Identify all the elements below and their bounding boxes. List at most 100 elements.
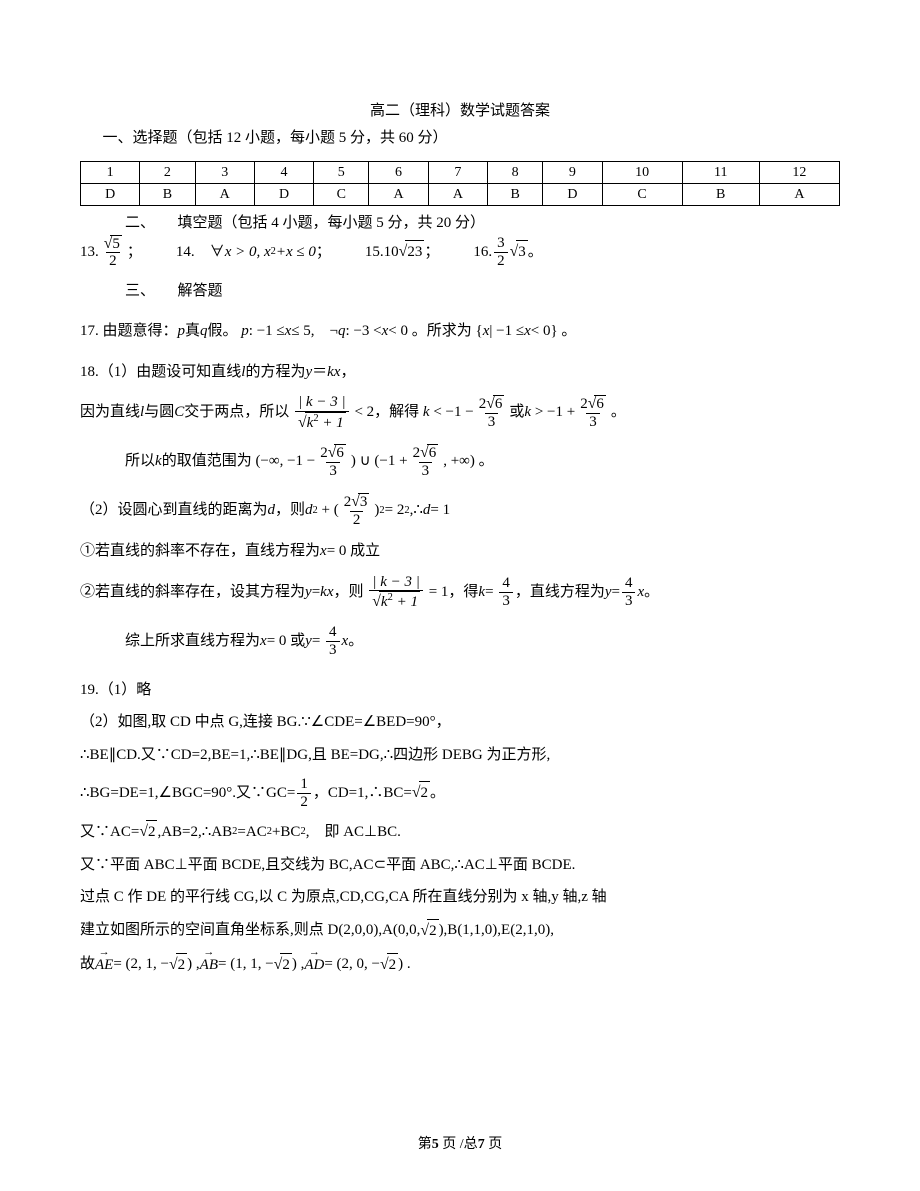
cell: C — [314, 184, 369, 206]
section-2-header: 二、 填空题（包括 4 小题，每小题 5 分，共 20 分） — [80, 212, 840, 235]
t: < 2，解得 — [354, 393, 419, 432]
num: 4 — [326, 624, 340, 641]
t: = — [312, 622, 320, 661]
num: | k − 3 | — [369, 574, 423, 591]
q18-p4: （2）设圆心到直线的距离为 d ，则 d2 + ( 23 2 )2 = 22 ,… — [80, 491, 840, 530]
t: 6 — [493, 395, 505, 413]
q17-line: 17. 由题意得： p 真 q 假。 p : −1 ≤ x ≤ 5, ¬ q :… — [80, 320, 840, 343]
q15-suffix: ； — [424, 241, 439, 264]
t: 交于两点，所以 — [184, 393, 289, 432]
t: + 1 — [393, 594, 418, 610]
t: 。 — [611, 393, 626, 432]
frac-k3b: | k − 3 | k2 + 1 — [369, 574, 423, 611]
t: ②若直线的斜率存在，设其方程为 — [80, 573, 305, 612]
t: = — [312, 573, 320, 612]
frac-2s6: 26 3 — [476, 395, 508, 430]
t: = (2, 1, − — [113, 953, 169, 976]
t: x — [342, 622, 349, 661]
t: 页 /总 — [439, 1137, 478, 1152]
t: 的取值范围为 (−∞, −1 − — [162, 442, 316, 481]
t: 2 — [479, 396, 487, 412]
t: ＝ — [312, 361, 327, 384]
t: = 1 — [430, 491, 450, 530]
page-footer: 第5 页 /总7 页 — [0, 1134, 920, 1155]
t: 。 — [644, 573, 659, 612]
t: ≤ 5, ¬ — [291, 320, 338, 343]
q16-frac: 3 2 — [494, 235, 508, 269]
den: 3 — [499, 592, 513, 610]
t: 与圆 — [144, 393, 174, 432]
t: > −1 + — [535, 393, 575, 432]
t: 2 — [419, 781, 431, 805]
t: = 2 — [385, 491, 405, 530]
t: x — [637, 573, 644, 612]
q18-p6: ②若直线的斜率存在，设其方程为 y = kx ，则 | k − 3 | k2 +… — [80, 573, 840, 612]
cell: B — [682, 184, 759, 206]
fill-blanks-line: 13. 5 2 ； 14. ∀ x > 0, x2+x ≤ 0 ； 15. 10… — [80, 235, 840, 270]
t: 。 — [348, 622, 363, 661]
t: = 1，得 — [429, 573, 479, 612]
t: ,∴ — [410, 491, 423, 530]
t: 3 — [358, 493, 370, 511]
cell: D — [254, 184, 313, 206]
t: 所以 — [125, 442, 155, 481]
den: 3 — [586, 413, 600, 431]
t: k — [478, 573, 485, 612]
q19-p1: 19.（1）略 — [80, 679, 840, 702]
t: d — [423, 491, 431, 530]
cell: A — [195, 184, 254, 206]
t: = (2, 0, − — [324, 953, 380, 976]
t: , +∞) 。 — [443, 442, 493, 481]
q16-suffix: 。 — [528, 241, 543, 264]
t: = — [612, 573, 620, 612]
t: 18.（1）由题设可知直线 — [80, 361, 241, 384]
t: 的方程为 — [245, 361, 305, 384]
t: 2 — [580, 396, 588, 412]
total-pages: 7 — [478, 1137, 485, 1152]
cell: 4 — [254, 162, 313, 184]
t: x — [382, 320, 389, 343]
cell: 7 — [428, 162, 487, 184]
page-title: 高二（理科）数学试题答案 — [80, 100, 840, 123]
q18-p3: 所以 k 的取值范围为 (−∞, −1 − 26 3 ) ∪ (−1 + 26 … — [80, 442, 840, 481]
t: 2 — [176, 953, 188, 977]
t: ) ∪ (−1 + — [351, 442, 408, 481]
cell: A — [428, 184, 487, 206]
t: 6 — [594, 395, 606, 413]
q16-rad: 3 — [516, 240, 528, 264]
t: k — [155, 442, 162, 481]
current-page: 5 — [432, 1137, 439, 1152]
t: q — [200, 320, 208, 343]
t: ) . — [398, 953, 411, 976]
q16-den: 2 — [494, 252, 508, 270]
t: = 0 或 — [267, 622, 305, 661]
q14-tail: +x ≤ 0 — [276, 241, 316, 264]
frac-43c: 4 3 — [326, 624, 340, 658]
q18-p2: 因为直线 l 与圆 C 交于两点，所以 | k − 3 | k2 + 1 < 2… — [80, 393, 840, 432]
frac-43b: 4 3 — [622, 575, 636, 609]
t: y — [305, 573, 312, 612]
table-row: D B A D C A A B D C B A — [81, 184, 840, 206]
q16-num: 3 — [494, 235, 508, 252]
t: k — [423, 393, 430, 432]
t: 或 — [509, 393, 524, 432]
t: , 即 AC⊥BC. — [306, 821, 401, 844]
t: y — [605, 573, 612, 612]
q19-p8: 建立如图所示的空间直角坐标系,则点 D(2,0,0),A(0,0, 2 ),B(… — [80, 919, 840, 943]
cell: 1 — [81, 162, 140, 184]
t: 故 — [80, 953, 95, 976]
t: k — [381, 594, 388, 610]
t: : −3 < — [346, 320, 382, 343]
t: ，CD=1,∴BC= — [313, 782, 412, 805]
num: | k − 3 | — [295, 394, 349, 411]
t: ①若直线的斜率不存在，直线方程为 — [80, 540, 320, 563]
den: 3 — [326, 641, 340, 659]
t: （2）设圆心到直线的距离为 — [80, 491, 268, 530]
t: 2 — [146, 820, 158, 844]
q13-frac: 5 2 — [101, 235, 125, 270]
den: 3 — [326, 462, 340, 480]
q19-p6: 又∵平面 ABC⊥平面 BCDE,且交线为 BC,AC⊂平面 ABC,∴AC⊥平… — [80, 854, 840, 877]
t: ，则 — [275, 491, 305, 530]
t: ),B(1,1,0),E(2,1,0), — [439, 919, 554, 942]
t: 建立如图所示的空间直角坐标系,则点 D(2,0,0),A(0,0, — [80, 919, 420, 942]
